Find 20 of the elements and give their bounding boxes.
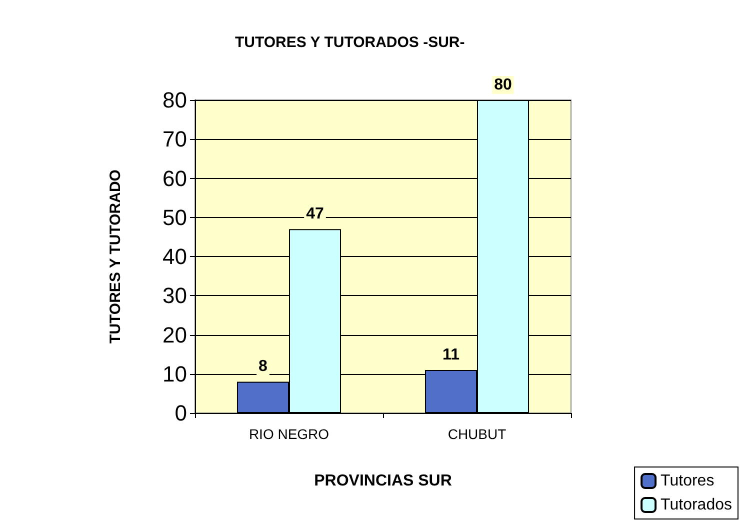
data-label: 8 (258, 358, 268, 376)
legend-label: Tutorados (660, 496, 732, 514)
x-tick-label: RIO NEGRO (248, 426, 330, 442)
y-tick-label: 10 (162, 361, 187, 386)
data-label: 80 (494, 76, 512, 94)
chart-title: TUTORES Y TUTORADOS -SUR- (235, 34, 465, 51)
y-tick-label: 70 (162, 126, 187, 152)
data-label: 47 (306, 206, 324, 223)
y-tick-label: 40 (162, 244, 187, 269)
y-tick-label: 0 (174, 400, 187, 426)
x-tick-label: CHUBUT (448, 426, 507, 442)
y-tick-label: 80 (162, 88, 187, 112)
legend-label: Tutores (660, 472, 714, 490)
y-tick-label: 20 (162, 322, 187, 348)
data-label: 11 (442, 346, 460, 364)
y-axis-title: TUTORES Y TUTORADO (107, 169, 124, 344)
y-tick-label: 50 (162, 204, 187, 230)
y-tick-label: 30 (162, 283, 187, 308)
y-tick-label: 60 (162, 166, 187, 191)
x-axis-title: PROVINCIAS SUR (314, 472, 452, 490)
